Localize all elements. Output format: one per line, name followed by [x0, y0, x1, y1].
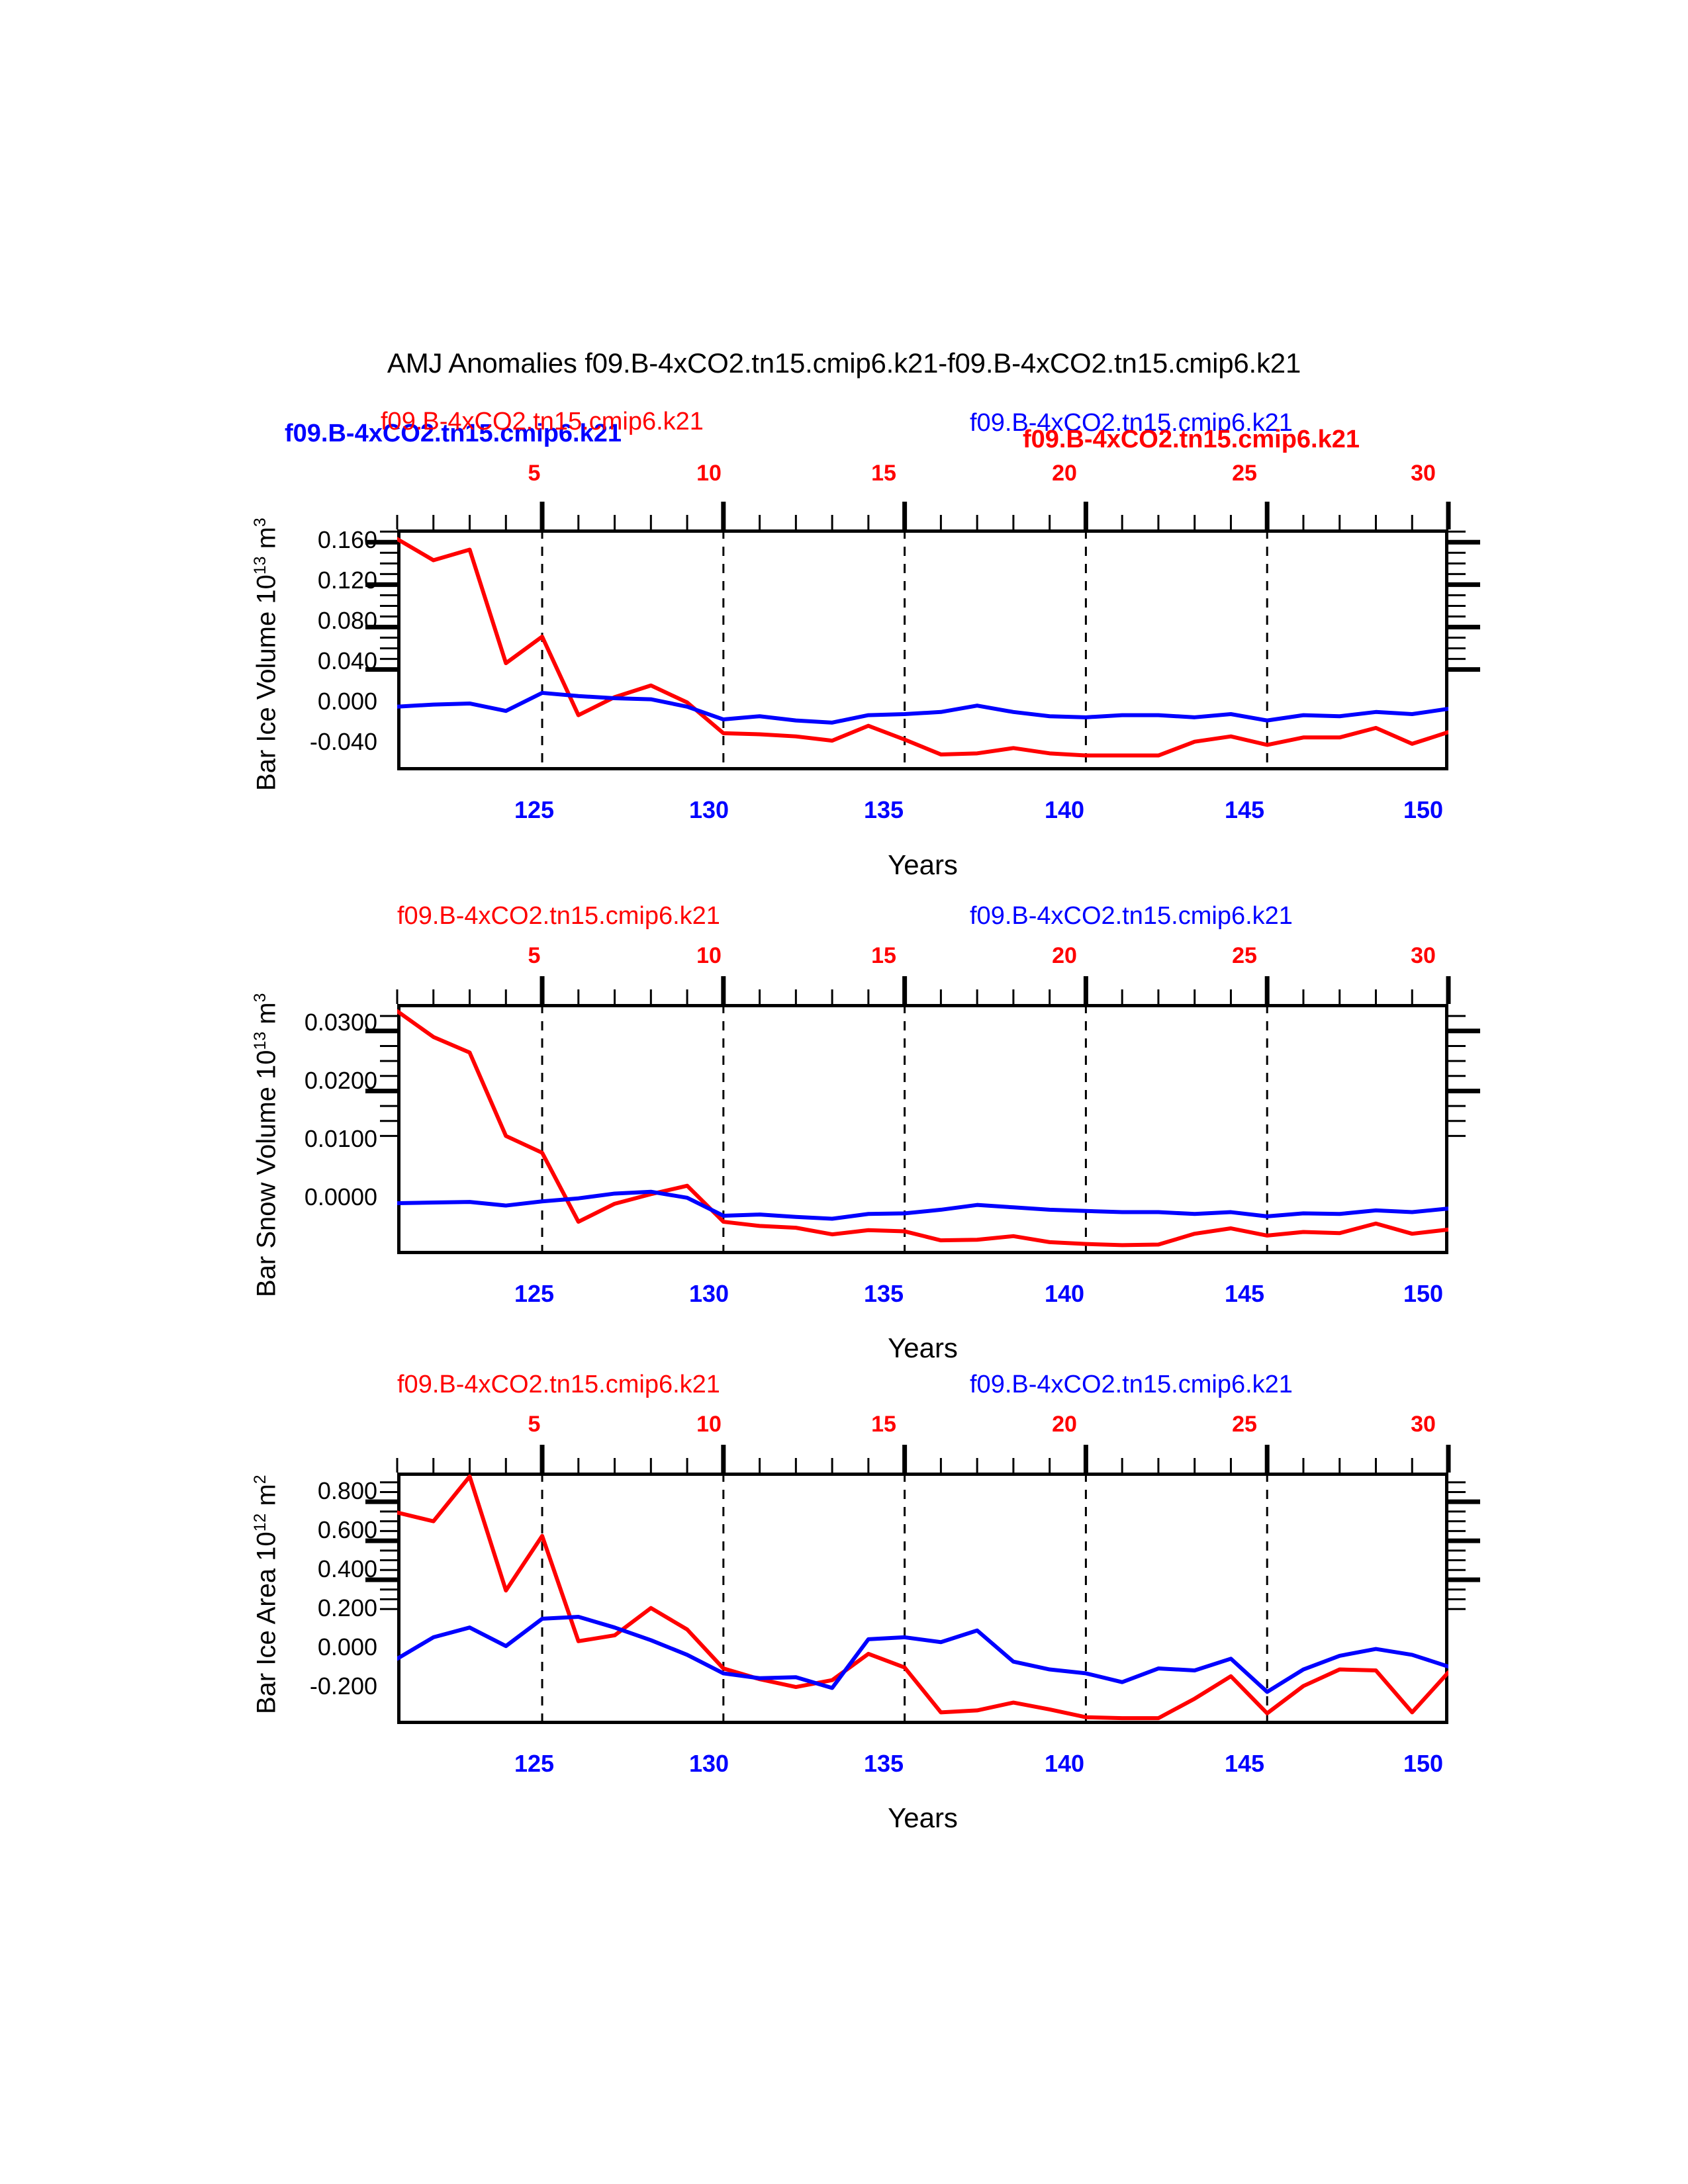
plot-area-snow-volume: [397, 1004, 1448, 1254]
bottom-tick-snow-volume: 145: [1224, 1280, 1265, 1307]
y-tick-ice-volume: 0.000: [317, 688, 377, 715]
legend-left-red-ice-volume: f09.B-4xCO2.tn15.cmip6.k21: [381, 408, 704, 435]
bottom-tick-ice-area: 130: [688, 1750, 729, 1777]
x-axis-title-ice-volume: Years: [888, 849, 958, 880]
legend-left-red-ice-area: f09.B-4xCO2.tn15.cmip6.k21: [397, 1371, 720, 1398]
y-tick-ice-volume: -0.040: [309, 728, 377, 755]
top-tick-ice-volume: 5: [528, 461, 541, 486]
y-tick-snow-volume: 0.0200: [304, 1067, 377, 1094]
top-tick-ice-volume: 20: [1052, 461, 1077, 486]
y-tick-ice-area: -0.200: [309, 1672, 377, 1700]
top-tick-ice-volume: 25: [1232, 461, 1257, 486]
bottom-tick-snow-volume: 135: [863, 1280, 904, 1307]
y-axis-title-snow-volume: Bar Snow Volume 1013 m3: [252, 993, 281, 1297]
top-tick-ice-area: 30: [1411, 1412, 1436, 1437]
top-tick-ice-area: 5: [528, 1412, 541, 1437]
y-tick-ice-area: 0.600: [317, 1516, 377, 1543]
top-tick-ice-volume: 10: [696, 461, 722, 486]
y-title-text: Bar Snow Volume 10: [252, 1050, 281, 1297]
plot-area-ice-volume: [397, 529, 1448, 770]
y-tick-ice-area: 0.800: [317, 1477, 377, 1504]
top-tick-ice-area: 10: [696, 1412, 722, 1437]
legend-left-red-snow-volume: f09.B-4xCO2.tn15.cmip6.k21: [397, 902, 720, 930]
bottom-tick-ice-volume: 135: [863, 796, 904, 823]
y-tick-ice-volume: 0.120: [317, 567, 377, 594]
plot-frame-ice-volume: [397, 529, 1448, 770]
y-title-unit-exponent: 2: [252, 1475, 269, 1484]
y-tick-ice-area: 0.400: [317, 1555, 377, 1582]
bottom-tick-snow-volume: 130: [688, 1280, 729, 1307]
bottom-tick-ice-volume: 140: [1044, 796, 1085, 823]
bottom-tick-ice-volume: 130: [688, 796, 729, 823]
legend-right-red-ice-volume: f09.B-4xCO2.tn15.cmip6.k21: [1023, 426, 1360, 453]
bottom-tick-ice-area: 135: [863, 1750, 904, 1777]
bottom-tick-ice-area: 150: [1403, 1750, 1444, 1777]
legend-right-blue-ice-volume: f09.B-4xCO2.tn15.cmip6.k21: [970, 409, 1293, 437]
y-title-unit: m: [252, 1484, 281, 1514]
plot-area-ice-area: [397, 1473, 1448, 1724]
bottom-tick-ice-area: 145: [1224, 1750, 1265, 1777]
bottom-tick-ice-volume: 145: [1224, 796, 1265, 823]
y-tick-snow-volume: 0.0300: [304, 1009, 377, 1036]
y-tick-ice-volume: 0.160: [317, 526, 377, 553]
y-title-unit: m: [252, 527, 281, 557]
y-tick-snow-volume: 0.0100: [304, 1125, 377, 1152]
y-title-unit: m: [252, 1002, 281, 1032]
y-title-exponent: 13: [252, 556, 269, 575]
y-title-exponent: 12: [252, 1513, 269, 1532]
y-tick-ice-volume: 0.080: [317, 607, 377, 634]
top-tick-snow-volume: 30: [1411, 943, 1436, 968]
top-tick-ice-volume: 15: [871, 461, 896, 486]
bottom-tick-ice-area: 140: [1044, 1750, 1085, 1777]
top-tick-snow-volume: 25: [1232, 943, 1257, 968]
y-title-unit-exponent: 3: [252, 518, 269, 527]
top-tick-ice-area: 20: [1052, 1412, 1077, 1437]
bottom-tick-snow-volume: 140: [1044, 1280, 1085, 1307]
bottom-tick-ice-area: 125: [514, 1750, 555, 1777]
figure-title: AMJ Anomalies f09.B-4xCO2.tn15.cmip6.k21…: [387, 347, 1301, 379]
y-title-text: Bar Ice Volume 10: [252, 574, 281, 791]
y-title-text: Bar Ice Area 10: [252, 1531, 281, 1714]
legend-right-blue-ice-area: f09.B-4xCO2.tn15.cmip6.k21: [970, 1371, 1293, 1398]
plot-frame-ice-area: [397, 1473, 1448, 1724]
legend-left-blue-ice-volume: f09.B-4xCO2.tn15.cmip6.k21: [285, 420, 622, 447]
top-tick-snow-volume: 5: [528, 943, 541, 968]
legend-right-blue-snow-volume: f09.B-4xCO2.tn15.cmip6.k21: [970, 902, 1293, 930]
y-title-unit-exponent: 3: [252, 993, 269, 1003]
top-tick-snow-volume: 10: [696, 943, 722, 968]
bottom-tick-ice-volume: 150: [1403, 796, 1444, 823]
y-tick-ice-area: 0.000: [317, 1633, 377, 1661]
top-tick-ice-area: 15: [871, 1412, 896, 1437]
bottom-tick-ice-volume: 125: [514, 796, 555, 823]
x-axis-title-ice-area: Years: [888, 1802, 958, 1833]
top-tick-snow-volume: 15: [871, 943, 896, 968]
bottom-tick-snow-volume: 150: [1403, 1280, 1444, 1307]
x-axis-title-snow-volume: Years: [888, 1332, 958, 1363]
top-tick-snow-volume: 20: [1052, 943, 1077, 968]
bottom-tick-snow-volume: 125: [514, 1280, 555, 1307]
top-tick-ice-area: 25: [1232, 1412, 1257, 1437]
y-axis-title-ice-volume: Bar Ice Volume 1013 m3: [252, 518, 281, 791]
y-axis-title-ice-area: Bar Ice Area 1012 m2: [252, 1475, 281, 1714]
y-tick-snow-volume: 0.0000: [304, 1183, 377, 1210]
y-tick-ice-area: 0.200: [317, 1594, 377, 1621]
y-tick-ice-volume: 0.040: [317, 647, 377, 674]
top-tick-ice-volume: 30: [1411, 461, 1436, 486]
y-title-exponent: 13: [252, 1031, 269, 1050]
